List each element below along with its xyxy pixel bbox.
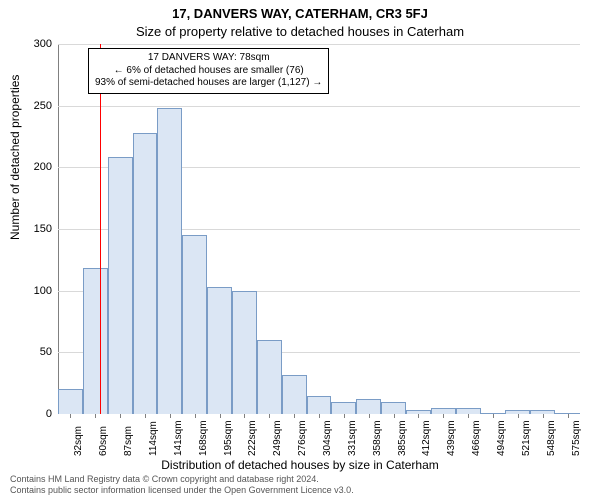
x-tick (543, 414, 544, 418)
histogram-bar (207, 287, 232, 414)
x-tick (443, 414, 444, 418)
x-tick-label: 331sqm (347, 420, 358, 456)
x-tick-label: 114sqm (148, 421, 159, 456)
x-tick (518, 414, 519, 418)
x-tick (70, 414, 71, 418)
x-tick-label: 168sqm (198, 420, 209, 456)
histogram-bar (58, 389, 83, 414)
histogram-bar (182, 235, 207, 414)
y-tick-label: 200 (34, 161, 52, 173)
x-tick (394, 414, 395, 418)
x-tick-label: 521sqm (521, 420, 532, 456)
histogram-bar (356, 399, 381, 414)
y-tick-label: 50 (40, 346, 52, 358)
x-tick (344, 414, 345, 418)
x-tick (468, 414, 469, 418)
histogram-bar (232, 291, 257, 414)
plot-area: 05010015020025030032sqm60sqm87sqm114sqm1… (58, 44, 580, 414)
histogram-bar (381, 402, 406, 414)
histogram-bar (331, 402, 356, 414)
x-tick-label: 304sqm (322, 420, 333, 456)
x-tick-label: 87sqm (123, 426, 134, 456)
histogram-bar (83, 268, 108, 414)
y-tick-label: 100 (34, 285, 52, 297)
footer-line1: Contains HM Land Registry data © Crown c… (10, 474, 590, 485)
x-tick-label: 466sqm (471, 420, 482, 456)
x-tick-label: 385sqm (397, 420, 408, 456)
x-tick (220, 414, 221, 418)
x-tick-label: 412sqm (421, 420, 432, 456)
x-tick-label: 32sqm (73, 426, 84, 456)
gridline (58, 44, 580, 45)
x-tick-label: 575sqm (571, 420, 582, 456)
x-tick-label: 195sqm (223, 420, 234, 456)
annotation-box: 17 DANVERS WAY: 78sqm ← 6% of detached h… (88, 48, 329, 94)
annotation-line2: ← 6% of detached houses are smaller (76) (95, 65, 322, 78)
x-tick-label: 249sqm (272, 420, 283, 456)
x-tick-label: 60sqm (98, 426, 109, 456)
x-tick (195, 414, 196, 418)
x-tick-label: 358sqm (372, 420, 383, 456)
x-tick (120, 414, 121, 418)
chart-container: 17, DANVERS WAY, CATERHAM, CR3 5FJ Size … (0, 0, 600, 500)
chart-title-line1: 17, DANVERS WAY, CATERHAM, CR3 5FJ (0, 6, 600, 21)
x-tick (319, 414, 320, 418)
y-tick-label: 300 (34, 38, 52, 50)
y-tick-label: 250 (34, 100, 52, 112)
x-tick (369, 414, 370, 418)
histogram-bar (257, 340, 282, 414)
footer-line2: Contains public sector information licen… (10, 485, 590, 496)
x-tick (145, 414, 146, 418)
x-tick (95, 414, 96, 418)
annotation-line1: 17 DANVERS WAY: 78sqm (95, 52, 322, 65)
y-tick-label: 150 (34, 223, 52, 235)
annotation-line3: 93% of semi-detached houses are larger (… (95, 77, 322, 90)
y-tick-label: 0 (46, 408, 52, 420)
histogram-bar (133, 133, 158, 414)
x-tick (493, 414, 494, 418)
x-tick (244, 414, 245, 418)
x-axis-label: Distribution of detached houses by size … (0, 458, 600, 472)
x-tick (170, 414, 171, 418)
property-marker-line (100, 44, 101, 414)
y-axis-label: Number of detached properties (8, 75, 22, 240)
histogram-bar (282, 375, 307, 414)
gridline (58, 106, 580, 107)
histogram-bar (307, 396, 332, 415)
x-tick-label: 548sqm (546, 420, 557, 456)
x-tick-label: 494sqm (496, 420, 507, 456)
histogram-bar (108, 157, 133, 414)
x-tick (294, 414, 295, 418)
x-tick-label: 439sqm (446, 420, 457, 456)
x-tick (568, 414, 569, 418)
x-tick (418, 414, 419, 418)
chart-title-line2: Size of property relative to detached ho… (0, 24, 600, 39)
x-tick-label: 276sqm (297, 420, 308, 456)
x-tick-label: 141sqm (173, 420, 184, 456)
footer-attribution: Contains HM Land Registry data © Crown c… (10, 474, 590, 496)
x-tick-label: 222sqm (247, 420, 258, 456)
x-tick (269, 414, 270, 418)
histogram-bar (157, 108, 182, 414)
